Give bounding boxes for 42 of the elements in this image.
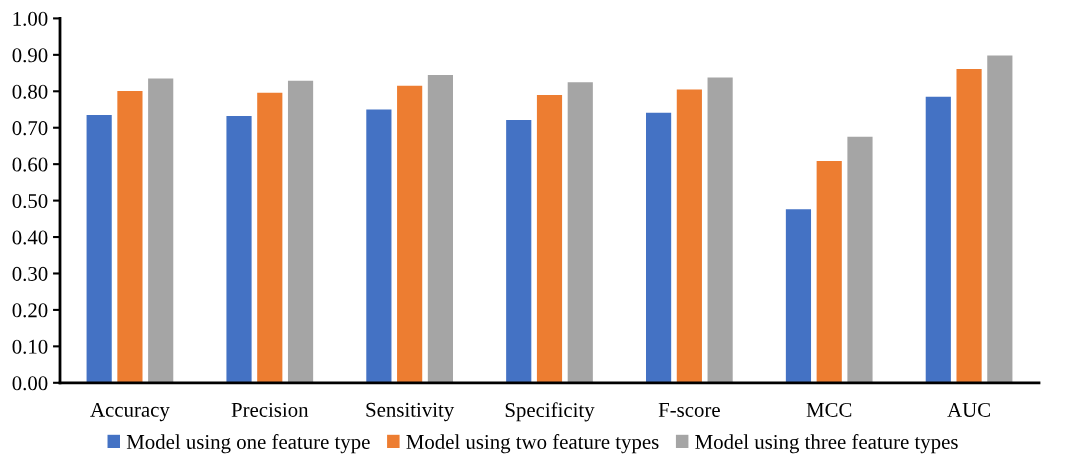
y-tick-label: 0.40 xyxy=(12,230,48,245)
bar xyxy=(427,74,453,383)
x-tick-label: Accuracy xyxy=(90,402,170,422)
bar xyxy=(987,55,1013,383)
y-tick-label: 0.00 xyxy=(12,376,48,391)
bar xyxy=(646,112,672,383)
bar xyxy=(226,116,252,383)
bar xyxy=(366,109,392,383)
bar xyxy=(397,85,423,383)
bar xyxy=(956,69,982,383)
bar xyxy=(117,90,143,383)
y-tick-label: 1.00 xyxy=(13,11,48,26)
x-tick-label: Specificity xyxy=(505,402,595,422)
legend-label: Model using two feature types xyxy=(406,434,659,454)
bar xyxy=(287,80,314,383)
bar xyxy=(536,94,563,383)
legend-label: Model using three feature types xyxy=(695,434,958,454)
y-tick-label: 0.30 xyxy=(12,266,48,281)
bar xyxy=(567,82,593,383)
y-tick-label: 0.90 xyxy=(12,48,48,63)
x-tick-label: Precision xyxy=(231,402,309,417)
x-tick-label: AUC xyxy=(947,402,990,417)
bar xyxy=(257,92,283,383)
bar xyxy=(785,209,812,383)
bar xyxy=(86,114,112,383)
x-tick-label: Sensitivity xyxy=(366,402,455,422)
x-tick-label: F-score xyxy=(658,403,720,417)
bar xyxy=(847,136,873,383)
bar xyxy=(707,77,733,383)
y-tick-label: 0.70 xyxy=(12,121,48,136)
y-tick-label: 0.60 xyxy=(12,157,48,172)
x-tick-label: MCC xyxy=(806,402,852,417)
bar xyxy=(676,89,702,383)
bar xyxy=(506,120,532,383)
y-tick-label: 0.10 xyxy=(12,339,48,354)
y-tick-label: 0.20 xyxy=(12,303,48,318)
bar xyxy=(148,78,174,383)
bar xyxy=(816,160,842,383)
legend-label: Model using one feature type xyxy=(126,434,370,454)
bar xyxy=(925,96,951,383)
y-tick-label: 0.50 xyxy=(12,193,48,209)
y-tick-label: 0.80 xyxy=(12,84,48,99)
